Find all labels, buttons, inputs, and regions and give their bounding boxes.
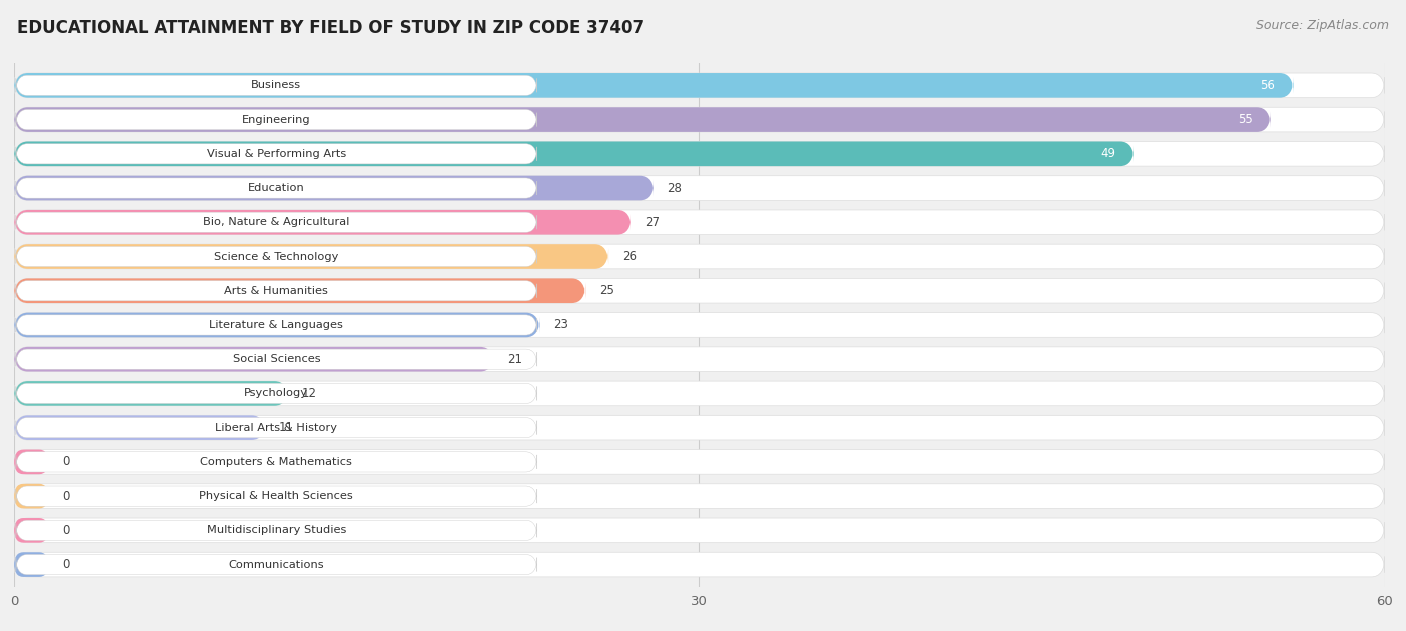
FancyBboxPatch shape <box>15 349 537 369</box>
FancyBboxPatch shape <box>14 312 540 338</box>
FancyBboxPatch shape <box>14 381 288 406</box>
FancyBboxPatch shape <box>15 555 537 575</box>
Text: 0: 0 <box>62 524 69 537</box>
FancyBboxPatch shape <box>14 73 1385 98</box>
FancyBboxPatch shape <box>15 109 537 130</box>
FancyBboxPatch shape <box>14 244 1385 269</box>
FancyBboxPatch shape <box>14 107 1271 132</box>
FancyBboxPatch shape <box>14 518 1385 543</box>
FancyBboxPatch shape <box>15 246 537 267</box>
FancyBboxPatch shape <box>15 281 537 301</box>
Text: 49: 49 <box>1101 147 1115 160</box>
Text: Liberal Arts & History: Liberal Arts & History <box>215 423 337 433</box>
Text: 0: 0 <box>62 456 69 468</box>
Text: Education: Education <box>247 183 305 193</box>
FancyBboxPatch shape <box>15 178 537 198</box>
FancyBboxPatch shape <box>14 141 1133 166</box>
Text: Bio, Nature & Agricultural: Bio, Nature & Agricultural <box>202 217 350 227</box>
Text: Social Sciences: Social Sciences <box>232 354 321 364</box>
Text: 0: 0 <box>62 490 69 503</box>
FancyBboxPatch shape <box>14 381 1385 406</box>
Text: Arts & Humanities: Arts & Humanities <box>225 286 328 296</box>
FancyBboxPatch shape <box>14 484 48 509</box>
Text: 55: 55 <box>1237 113 1253 126</box>
Text: Business: Business <box>252 80 301 90</box>
FancyBboxPatch shape <box>14 449 1385 475</box>
FancyBboxPatch shape <box>15 315 537 335</box>
FancyBboxPatch shape <box>14 141 1385 166</box>
Text: 21: 21 <box>508 353 523 366</box>
Text: 27: 27 <box>645 216 659 229</box>
Text: Visual & Performing Arts: Visual & Performing Arts <box>207 149 346 159</box>
FancyBboxPatch shape <box>15 383 537 404</box>
FancyBboxPatch shape <box>14 415 1385 440</box>
Text: Communications: Communications <box>229 560 325 570</box>
FancyBboxPatch shape <box>15 520 537 541</box>
Text: 11: 11 <box>280 421 294 434</box>
FancyBboxPatch shape <box>15 486 537 506</box>
Text: Science & Technology: Science & Technology <box>214 252 339 261</box>
Text: 12: 12 <box>302 387 316 400</box>
FancyBboxPatch shape <box>14 347 1385 372</box>
FancyBboxPatch shape <box>14 449 48 475</box>
FancyBboxPatch shape <box>14 73 1294 98</box>
FancyBboxPatch shape <box>14 312 1385 338</box>
FancyBboxPatch shape <box>14 278 585 303</box>
FancyBboxPatch shape <box>15 452 537 472</box>
Text: 26: 26 <box>621 250 637 263</box>
FancyBboxPatch shape <box>14 518 48 543</box>
FancyBboxPatch shape <box>14 484 1385 509</box>
Text: Physical & Health Sciences: Physical & Health Sciences <box>200 491 353 501</box>
Text: 23: 23 <box>554 319 568 331</box>
FancyBboxPatch shape <box>14 210 1385 235</box>
FancyBboxPatch shape <box>14 278 1385 303</box>
FancyBboxPatch shape <box>14 175 1385 201</box>
FancyBboxPatch shape <box>15 144 537 164</box>
FancyBboxPatch shape <box>15 75 537 95</box>
Text: EDUCATIONAL ATTAINMENT BY FIELD OF STUDY IN ZIP CODE 37407: EDUCATIONAL ATTAINMENT BY FIELD OF STUDY… <box>17 19 644 37</box>
Text: Computers & Mathematics: Computers & Mathematics <box>201 457 353 467</box>
Text: 25: 25 <box>599 284 614 297</box>
Text: 28: 28 <box>668 182 682 194</box>
FancyBboxPatch shape <box>14 552 48 577</box>
FancyBboxPatch shape <box>14 244 609 269</box>
Text: 0: 0 <box>62 558 69 571</box>
Text: Engineering: Engineering <box>242 115 311 124</box>
Text: 56: 56 <box>1260 79 1275 92</box>
Text: Source: ZipAtlas.com: Source: ZipAtlas.com <box>1256 19 1389 32</box>
FancyBboxPatch shape <box>14 107 1385 132</box>
FancyBboxPatch shape <box>14 210 631 235</box>
FancyBboxPatch shape <box>15 418 537 438</box>
FancyBboxPatch shape <box>14 415 266 440</box>
FancyBboxPatch shape <box>14 175 654 201</box>
FancyBboxPatch shape <box>15 212 537 232</box>
FancyBboxPatch shape <box>14 552 1385 577</box>
Text: Literature & Languages: Literature & Languages <box>209 320 343 330</box>
Text: Psychology: Psychology <box>245 389 308 398</box>
FancyBboxPatch shape <box>14 347 494 372</box>
Text: Multidisciplinary Studies: Multidisciplinary Studies <box>207 526 346 535</box>
